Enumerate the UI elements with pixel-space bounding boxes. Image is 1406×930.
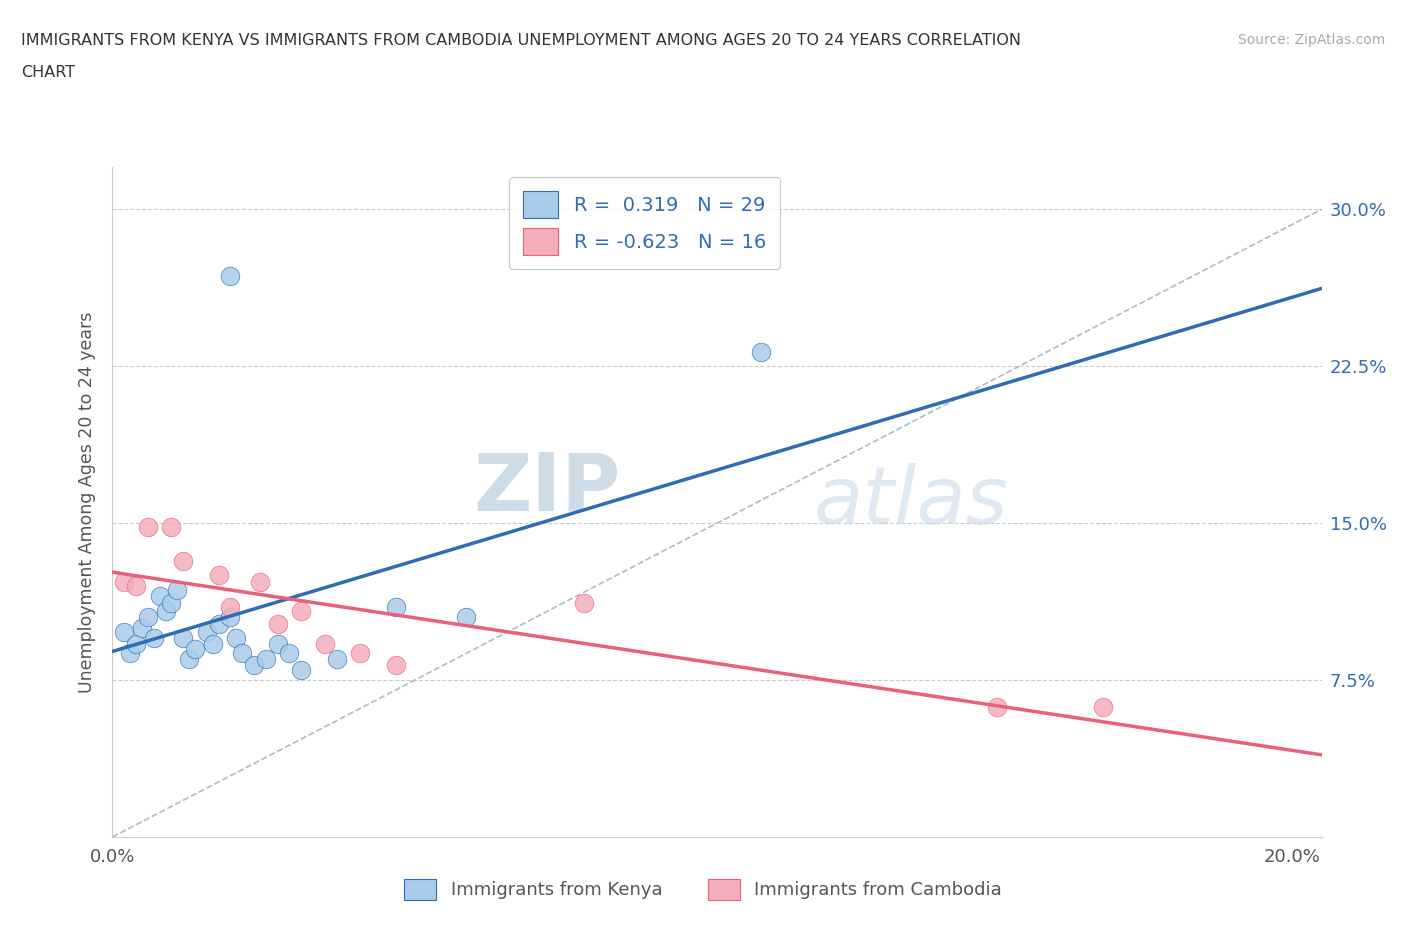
Point	[574, 595, 596, 610]
Point	[219, 600, 242, 615]
Point	[1092, 700, 1115, 715]
Point	[278, 645, 301, 660]
Point	[131, 620, 153, 635]
Point	[266, 617, 288, 631]
Point	[172, 631, 194, 645]
Point	[219, 269, 242, 284]
Point	[125, 578, 148, 593]
Legend: Immigrants from Kenya, Immigrants from Cambodia: Immigrants from Kenya, Immigrants from C…	[396, 871, 1010, 907]
Point	[290, 662, 312, 677]
Point	[314, 637, 336, 652]
Point	[201, 637, 224, 652]
Point	[136, 610, 159, 625]
Point	[349, 645, 371, 660]
Point	[112, 575, 135, 590]
Point	[195, 625, 218, 640]
Text: CHART: CHART	[21, 65, 75, 80]
Text: atlas: atlas	[814, 463, 1008, 541]
Point	[125, 637, 148, 652]
Point	[384, 658, 406, 673]
Legend: R =  0.319   N = 29, R = -0.623   N = 16: R = 0.319 N = 29, R = -0.623 N = 16	[509, 177, 779, 269]
Point	[166, 582, 188, 598]
Point	[749, 344, 772, 359]
Point	[384, 600, 406, 615]
Point	[290, 604, 312, 618]
Point	[142, 631, 165, 645]
Point	[208, 568, 231, 583]
Text: IMMIGRANTS FROM KENYA VS IMMIGRANTS FROM CAMBODIA UNEMPLOYMENT AMONG AGES 20 TO : IMMIGRANTS FROM KENYA VS IMMIGRANTS FROM…	[21, 33, 1021, 47]
Point	[184, 642, 207, 657]
Point	[120, 645, 142, 660]
Point	[149, 589, 172, 604]
Point	[986, 700, 1008, 715]
Point	[219, 610, 242, 625]
Point	[172, 553, 194, 568]
Y-axis label: Unemployment Among Ages 20 to 24 years: Unemployment Among Ages 20 to 24 years	[77, 312, 96, 693]
Point	[208, 617, 231, 631]
Point	[179, 652, 201, 667]
Text: ZIP: ZIP	[472, 450, 620, 528]
Point	[254, 652, 277, 667]
Point	[325, 652, 347, 667]
Point	[231, 645, 253, 660]
Point	[249, 575, 271, 590]
Point	[456, 610, 478, 625]
Point	[112, 625, 135, 640]
Point	[155, 604, 177, 618]
Point	[243, 658, 266, 673]
Point	[160, 520, 183, 535]
Point	[136, 520, 159, 535]
Point	[225, 631, 247, 645]
Point	[266, 637, 288, 652]
Point	[160, 595, 183, 610]
Text: Source: ZipAtlas.com: Source: ZipAtlas.com	[1237, 33, 1385, 46]
